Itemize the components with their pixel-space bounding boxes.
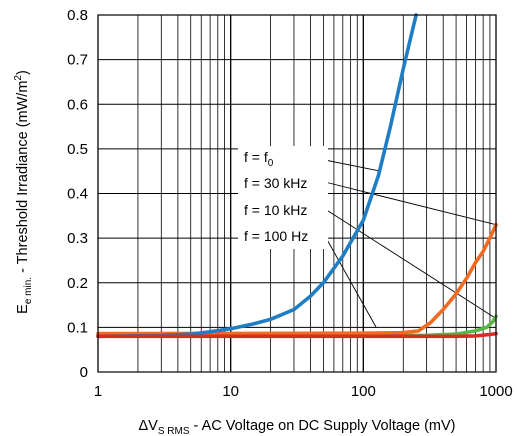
annotation-30k: f = 30 kHz xyxy=(244,175,307,191)
series-line-f0 xyxy=(96,13,418,339)
plot-frame xyxy=(97,14,497,373)
x-tick-label: 1000 xyxy=(479,383,512,400)
annotation-f0: f = f0 xyxy=(244,149,274,169)
annotation-10k: f = 10 kHz xyxy=(244,202,307,218)
y-axis-label: Ee min. - Threshold Irradiance (mW/m2) xyxy=(13,70,34,314)
leader-line-100 xyxy=(324,235,377,328)
tick-labels: 0 0.1 0.2 0.3 0.4 0.5 0.6 0.7 0.8 1 10 100 1000 xyxy=(67,7,513,400)
x-tick-label: 1 xyxy=(94,383,102,400)
y-tick-label: 0.5 xyxy=(67,141,88,158)
annotations: f = f0 f = 30 kHz f = 10 kHz f = 100 Hz xyxy=(238,146,328,249)
leader-line-10k xyxy=(324,208,497,319)
series-line-100 xyxy=(96,331,498,339)
series-line-30k xyxy=(96,222,498,336)
annotation-box xyxy=(238,146,328,249)
x-tick-label: 10 xyxy=(222,383,239,400)
x-axis-label: ΔVS RMS - AC Voltage on DC Supply Voltag… xyxy=(138,418,455,436)
y-tick-label: 0.8 xyxy=(67,7,88,24)
x-tick-label: 100 xyxy=(351,383,376,400)
y-tick-label: 0.1 xyxy=(67,319,88,336)
annotation-100: f = 100 Hz xyxy=(244,228,308,244)
y-tick-label: 0.7 xyxy=(67,52,88,69)
leader-line-30k xyxy=(324,181,497,226)
y-tick-label: 0.6 xyxy=(67,96,88,113)
series-lines xyxy=(96,13,498,339)
y-tick-label: 0 xyxy=(80,364,88,381)
y-tick-label: 0.2 xyxy=(67,275,88,292)
y-tick-label: 0.4 xyxy=(67,186,88,203)
y-tick-label: 0.3 xyxy=(67,230,88,247)
